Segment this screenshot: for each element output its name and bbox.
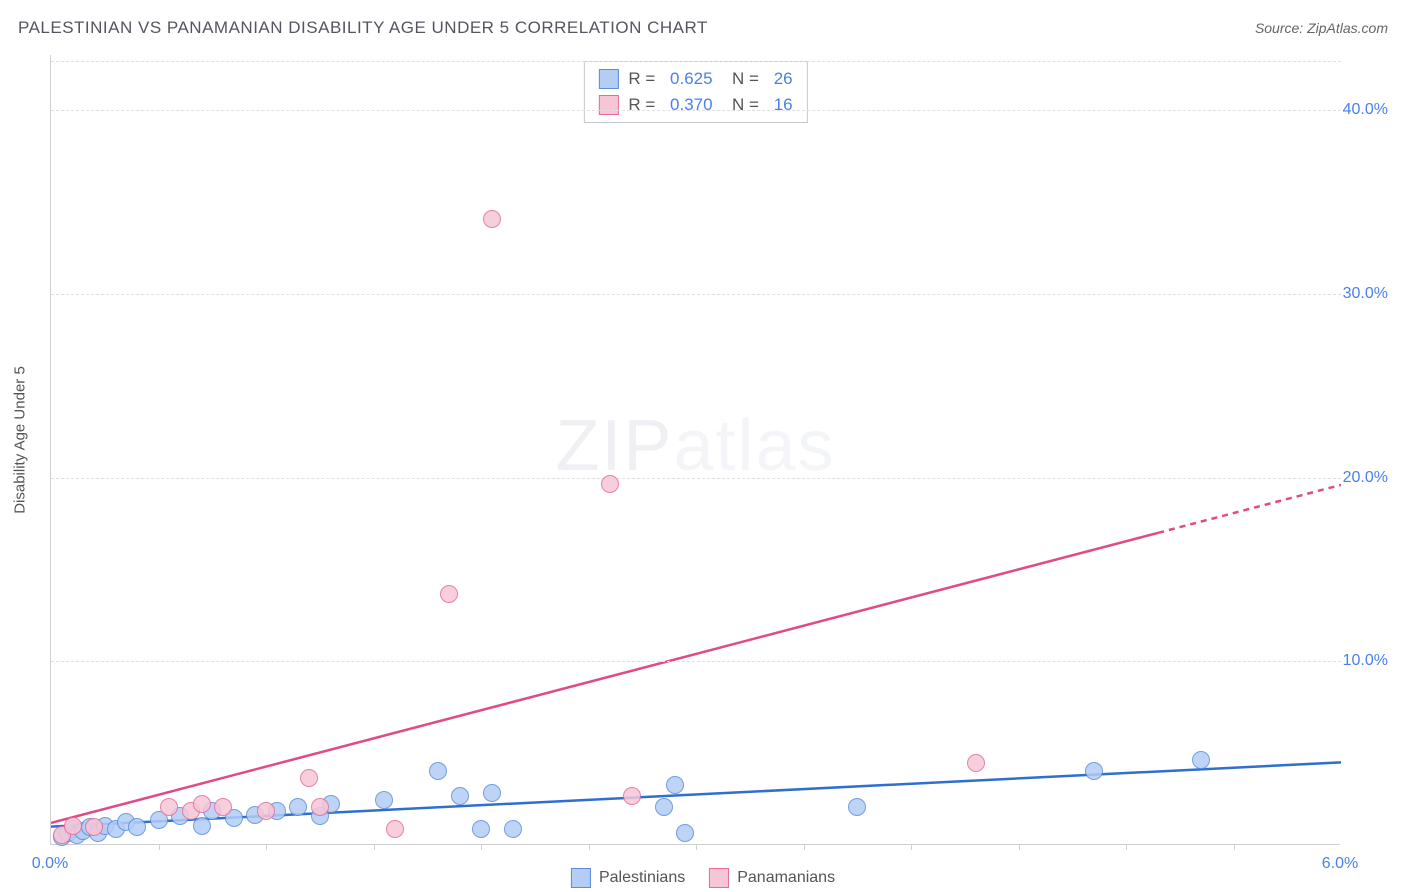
data-point-palestinians xyxy=(128,818,146,836)
stats-r-label: R = xyxy=(628,66,660,92)
data-point-panamanians xyxy=(300,769,318,787)
data-point-palestinians xyxy=(666,776,684,794)
data-point-palestinians xyxy=(848,798,866,816)
x-tick xyxy=(696,844,697,850)
x-tick xyxy=(911,844,912,850)
stats-n-value: 16 xyxy=(774,92,793,118)
stats-r-value: 0.625 xyxy=(670,66,713,92)
x-tick xyxy=(589,844,590,850)
legend-label: Panamanians xyxy=(737,869,835,887)
data-point-panamanians xyxy=(386,820,404,838)
data-point-palestinians xyxy=(655,798,673,816)
stats-n-label: N = xyxy=(723,66,764,92)
stats-r-label: R = xyxy=(628,92,660,118)
stats-box: R = 0.625 N = 26R = 0.370 N = 16 xyxy=(583,61,807,123)
chart-title: PALESTINIAN VS PANAMANIAN DISABILITY AGE… xyxy=(18,18,708,38)
gridline xyxy=(51,661,1341,662)
data-point-palestinians xyxy=(193,817,211,835)
x-axis-min-label: 0.0% xyxy=(32,855,68,873)
gridline xyxy=(51,110,1341,111)
data-point-palestinians xyxy=(289,798,307,816)
chart-area: ZIPatlas R = 0.625 N = 26R = 0.370 N = 1… xyxy=(50,55,1390,845)
data-point-palestinians xyxy=(1085,762,1103,780)
data-point-panamanians xyxy=(623,787,641,805)
y-tick-label: 10.0% xyxy=(1343,652,1388,670)
gridline xyxy=(51,61,1341,62)
data-point-palestinians xyxy=(429,762,447,780)
legend-item-panamanians: Panamanians xyxy=(709,868,835,888)
chart-header: PALESTINIAN VS PANAMANIAN DISABILITY AGE… xyxy=(18,18,1388,38)
data-point-panamanians xyxy=(257,802,275,820)
x-tick xyxy=(1126,844,1127,850)
data-point-panamanians xyxy=(64,817,82,835)
stats-n-value: 26 xyxy=(774,66,793,92)
x-axis-max-label: 6.0% xyxy=(1322,855,1358,873)
gridline xyxy=(51,294,1341,295)
watermark-zip: ZIP xyxy=(555,405,673,485)
stats-swatch xyxy=(598,69,618,89)
data-point-palestinians xyxy=(451,787,469,805)
data-point-panamanians xyxy=(483,210,501,228)
x-tick xyxy=(481,844,482,850)
stats-row: R = 0.625 N = 26 xyxy=(598,66,792,92)
data-point-panamanians xyxy=(967,754,985,772)
data-point-palestinians xyxy=(483,784,501,802)
trendline-panamanians xyxy=(51,533,1158,823)
stats-n-label: N = xyxy=(723,92,764,118)
y-tick-label: 40.0% xyxy=(1343,101,1388,119)
data-point-panamanians xyxy=(85,818,103,836)
y-tick-label: 20.0% xyxy=(1343,469,1388,487)
stats-row: R = 0.370 N = 16 xyxy=(598,92,792,118)
legend-item-palestinians: Palestinians xyxy=(571,868,685,888)
trend-lines xyxy=(51,55,1341,845)
stats-swatch xyxy=(598,95,618,115)
data-point-panamanians xyxy=(193,795,211,813)
legend-label: Palestinians xyxy=(599,869,685,887)
data-point-palestinians xyxy=(676,824,694,842)
x-tick xyxy=(266,844,267,850)
data-point-palestinians xyxy=(472,820,490,838)
chart-source: Source: ZipAtlas.com xyxy=(1255,20,1388,36)
legend-swatch xyxy=(571,868,591,888)
x-tick xyxy=(804,844,805,850)
data-point-panamanians xyxy=(440,585,458,603)
data-point-panamanians xyxy=(214,798,232,816)
x-tick xyxy=(159,844,160,850)
plot-region: ZIPatlas R = 0.625 N = 26R = 0.370 N = 1… xyxy=(50,55,1340,845)
data-point-panamanians xyxy=(311,798,329,816)
data-point-palestinians xyxy=(504,820,522,838)
stats-r-value: 0.370 xyxy=(670,92,713,118)
watermark: ZIPatlas xyxy=(555,404,835,486)
watermark-atlas: atlas xyxy=(673,405,835,485)
y-axis-title: Disability Age Under 5 xyxy=(12,366,29,514)
data-point-palestinians xyxy=(1192,751,1210,769)
y-tick-label: 30.0% xyxy=(1343,285,1388,303)
trendline-panamanians-dashed xyxy=(1158,485,1341,533)
x-tick xyxy=(1019,844,1020,850)
gridline xyxy=(51,478,1341,479)
legend-bottom: Palestinians Panamanians xyxy=(571,868,835,888)
trendline-palestinians xyxy=(51,762,1341,826)
x-tick xyxy=(1234,844,1235,850)
legend-swatch xyxy=(709,868,729,888)
data-point-panamanians xyxy=(160,798,178,816)
x-tick xyxy=(374,844,375,850)
data-point-palestinians xyxy=(375,791,393,809)
data-point-panamanians xyxy=(601,475,619,493)
